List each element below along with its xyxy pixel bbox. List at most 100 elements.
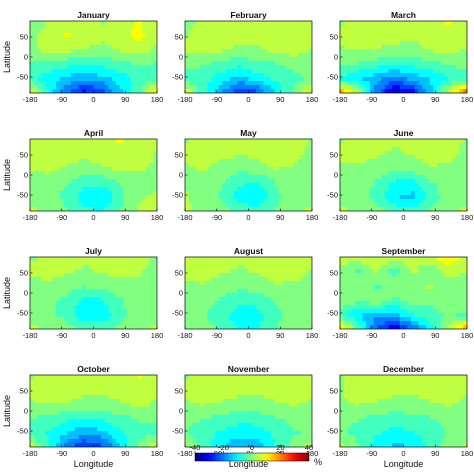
field-cell bbox=[407, 89, 412, 93]
field-cell bbox=[373, 81, 378, 86]
field-cell bbox=[145, 147, 150, 152]
field-cell bbox=[130, 183, 135, 188]
field-cell bbox=[185, 61, 190, 66]
field-cell bbox=[293, 29, 298, 34]
field-cell bbox=[97, 49, 102, 54]
field-cell bbox=[112, 69, 117, 74]
field-cell bbox=[41, 199, 46, 204]
field-cell bbox=[44, 305, 50, 310]
field-cell bbox=[112, 21, 117, 26]
field-cell bbox=[252, 281, 257, 286]
field-cell bbox=[278, 257, 283, 262]
field-cell bbox=[37, 89, 42, 93]
field-cell bbox=[252, 191, 257, 196]
field-cell bbox=[267, 147, 272, 152]
field-cell bbox=[86, 301, 91, 306]
field-cell bbox=[188, 309, 193, 314]
field-cell bbox=[37, 313, 42, 318]
field-cell bbox=[293, 37, 298, 42]
field-cell bbox=[366, 183, 371, 188]
field-cell bbox=[30, 269, 35, 274]
field-cell bbox=[108, 155, 113, 160]
field-cell bbox=[119, 187, 124, 192]
field-cell bbox=[343, 155, 348, 160]
field-cell bbox=[244, 191, 249, 196]
field-cell bbox=[358, 57, 363, 62]
field-cell bbox=[211, 159, 216, 164]
field-cell bbox=[207, 155, 212, 160]
field-cell bbox=[199, 269, 205, 274]
field-cell bbox=[381, 199, 386, 204]
field-cell bbox=[377, 29, 382, 34]
field-cell bbox=[381, 163, 386, 168]
field-cell bbox=[347, 191, 352, 196]
field-cell bbox=[108, 321, 113, 326]
field-cell bbox=[448, 45, 453, 50]
field-cell bbox=[226, 77, 231, 82]
field-cell bbox=[226, 207, 231, 211]
field-cell bbox=[255, 81, 261, 86]
field-cell bbox=[233, 167, 238, 172]
field-cell bbox=[278, 25, 283, 30]
field-cell bbox=[153, 187, 157, 192]
field-cell bbox=[142, 77, 147, 82]
field-cell bbox=[384, 73, 389, 78]
field-cell bbox=[263, 65, 268, 70]
field-cell bbox=[229, 33, 234, 38]
field-cell bbox=[429, 25, 434, 30]
field-cell bbox=[63, 139, 68, 144]
field-cell bbox=[410, 49, 416, 54]
field-cell bbox=[52, 313, 57, 318]
field-cell bbox=[381, 187, 386, 192]
field-cell bbox=[199, 309, 205, 314]
field-cell bbox=[274, 265, 279, 270]
field-cell bbox=[252, 73, 257, 78]
field-cell bbox=[407, 147, 412, 152]
field-cell bbox=[153, 49, 157, 54]
field-cell bbox=[48, 301, 53, 306]
field-cell bbox=[388, 203, 393, 208]
field-cell bbox=[437, 199, 442, 204]
field-cell bbox=[233, 187, 238, 192]
field-cell bbox=[233, 199, 238, 204]
field-cell bbox=[74, 53, 79, 58]
field-cell bbox=[104, 61, 109, 66]
field-cell bbox=[433, 85, 438, 90]
field-cell bbox=[263, 33, 268, 38]
field-cell bbox=[222, 37, 227, 42]
field-cell bbox=[115, 293, 121, 298]
field-cell bbox=[37, 257, 42, 262]
field-cell bbox=[78, 49, 83, 54]
field-cell bbox=[127, 289, 132, 294]
field-cell bbox=[142, 159, 147, 164]
field-cell bbox=[30, 85, 35, 90]
field-cell bbox=[108, 281, 113, 286]
field-cell bbox=[358, 73, 363, 78]
field-cell bbox=[97, 281, 102, 286]
field-cell bbox=[199, 159, 205, 164]
field-cell bbox=[293, 49, 298, 54]
field-cell bbox=[384, 147, 389, 152]
field-cell bbox=[207, 29, 212, 34]
field-cell bbox=[285, 285, 290, 290]
field-cell bbox=[145, 171, 150, 176]
field-cell bbox=[263, 163, 268, 168]
field-cell bbox=[52, 277, 57, 282]
field-cell bbox=[82, 89, 87, 93]
field-cell bbox=[392, 167, 397, 172]
field-cell bbox=[244, 85, 249, 90]
field-cell bbox=[104, 69, 109, 74]
field-cell bbox=[429, 37, 434, 42]
field-cell bbox=[100, 321, 106, 326]
field-cell bbox=[340, 21, 345, 26]
x-tick-label: 90 bbox=[121, 95, 129, 104]
field-cell bbox=[293, 57, 298, 62]
field-cell bbox=[207, 317, 212, 322]
field-cell bbox=[388, 49, 393, 54]
field-cell bbox=[267, 69, 272, 74]
field-cell bbox=[115, 207, 121, 211]
field-cell bbox=[414, 33, 419, 38]
field-cell bbox=[297, 167, 302, 172]
field-cell bbox=[86, 159, 91, 164]
field-cell bbox=[274, 321, 279, 326]
